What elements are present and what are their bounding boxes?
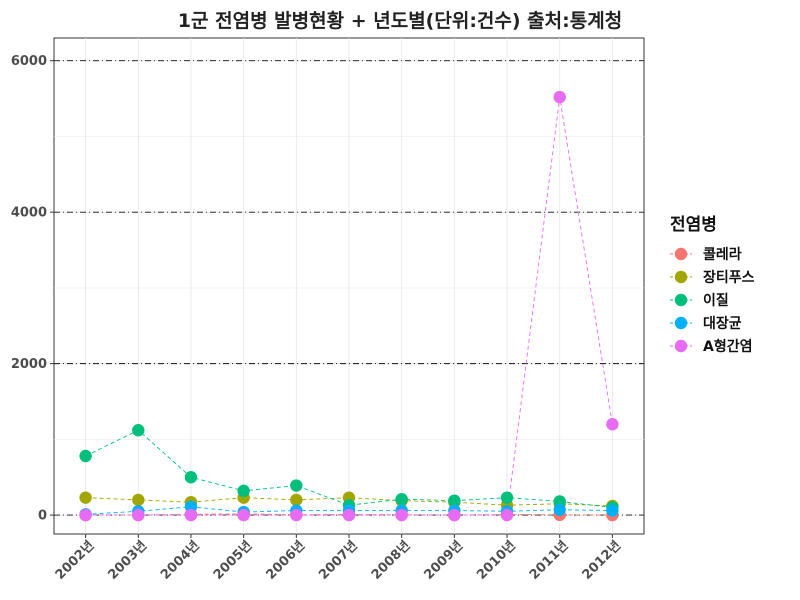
data-point [290,509,302,521]
data-point [185,471,197,483]
x-tick-label: 2005년 [211,538,256,583]
data-point [237,485,249,497]
data-point [290,479,302,491]
legend-label: A형간염 [703,338,752,355]
data-point [132,424,144,436]
legend-key-point [675,317,687,329]
data-point [448,509,460,521]
data-point [132,509,144,521]
x-tick-label: 2011년 [527,538,572,583]
legend-key-point [675,294,687,306]
x-tick-label: 2002년 [53,538,98,583]
data-point [132,494,144,506]
data-point [395,493,407,505]
data-point [554,504,566,516]
x-tick-label: 2009년 [422,538,467,583]
data-point [79,509,91,521]
data-point [343,509,355,521]
y-tick-label: 2000 [11,357,47,372]
data-point [79,491,91,503]
y-tick-label: 4000 [11,206,47,221]
y-axis: 0 2000 4000 6000 [11,54,54,523]
legend-key-point [675,248,687,260]
y-tick-label: 6000 [11,54,47,69]
legend-key-point [675,340,687,352]
x-tick-label: 2006년 [263,538,308,583]
legend-label: 이질 [703,292,729,309]
legend-label: 대장균 [703,315,742,332]
data-point [501,491,513,503]
data-point [395,509,407,521]
data-point [606,504,618,516]
y-tick-label: 0 [38,509,47,524]
x-tick-label: 2012년 [580,538,625,583]
data-point [79,450,91,462]
x-tick-label: 2004년 [158,538,203,583]
legend-label: 콜레라 [703,247,742,263]
data-point [237,509,249,521]
data-point [290,494,302,506]
legend-label: 장티푸스 [703,269,755,286]
x-tick-label: 2008년 [369,538,414,583]
data-point [554,91,566,103]
x-tick-label: 2010년 [474,538,519,583]
data-point [606,418,618,430]
data-point [501,509,513,521]
legend-key-point [675,271,687,283]
x-tick-label: 2003년 [105,538,150,583]
legend-title: 전염병 [670,215,717,235]
x-tick-label: 2007년 [316,538,361,583]
data-point [185,509,197,521]
x-axis: 2002년 2003년 2004년 2005년 2006년 2007년 2008년 2009년… [53,534,624,583]
